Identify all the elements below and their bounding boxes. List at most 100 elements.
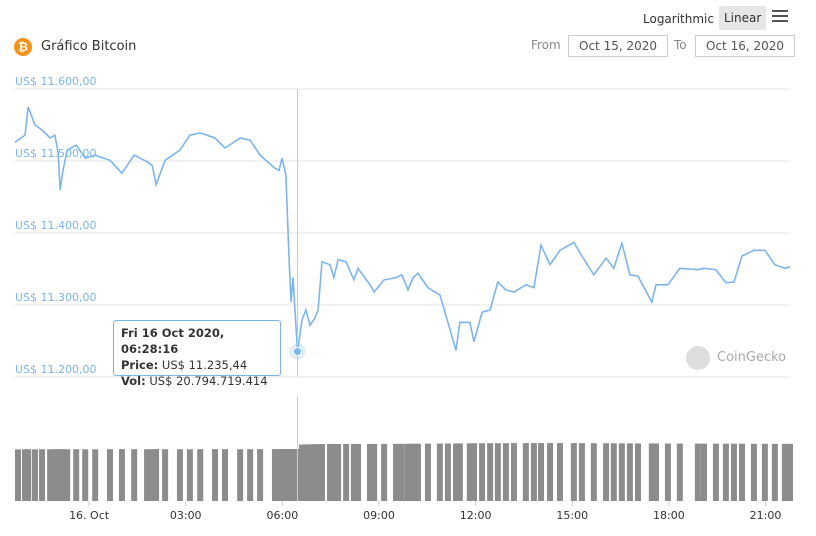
volume-bar	[479, 443, 486, 501]
volume-bar	[279, 449, 286, 501]
volume-bar	[47, 449, 54, 501]
volume-bar	[424, 443, 431, 501]
volume-bar	[31, 449, 38, 501]
volume-bar	[73, 449, 80, 501]
volume-bar	[271, 449, 278, 501]
volume-bar	[107, 449, 114, 501]
volume-bar	[771, 443, 778, 501]
volume-bar	[307, 444, 314, 501]
volume-bar	[212, 449, 219, 501]
volume-bar	[634, 443, 641, 501]
volume-bar	[302, 444, 309, 501]
volume-bar	[59, 449, 66, 501]
hover-point	[292, 346, 302, 356]
volume-bar	[186, 449, 193, 501]
volume-bar	[153, 449, 160, 501]
volume-bar	[371, 443, 378, 501]
volume-bar	[289, 449, 296, 501]
tooltip: Fri 16 Oct 2020, 06:28:16 Price: US$ 11.…	[113, 320, 281, 388]
volume-bar	[653, 443, 659, 501]
volume-bar	[664, 443, 671, 501]
volume-bar	[247, 449, 254, 501]
volume-bar	[257, 449, 264, 501]
volume-bar	[162, 449, 169, 501]
volume-bar	[781, 443, 788, 501]
y-tick-label: US$ 11.400,00	[15, 219, 97, 232]
volume-bar	[64, 449, 71, 501]
volume-bar	[355, 443, 362, 501]
volume-bar	[557, 443, 564, 501]
volume-bar	[118, 449, 125, 501]
volume-bar	[131, 449, 138, 501]
volume-bar	[502, 443, 509, 501]
volume-bar	[149, 449, 156, 501]
volume-bar	[648, 443, 655, 501]
volume-bar	[676, 443, 683, 501]
x-tick-label: 18:00	[653, 509, 685, 522]
volume-bar	[176, 449, 183, 501]
tooltip-price-label: Price:	[121, 358, 159, 372]
x-tick-label: 21:00	[750, 509, 782, 522]
x-tick-label: 03:00	[170, 509, 202, 522]
y-tick-label: US$ 11.200,00	[15, 363, 97, 376]
volume-bar	[92, 449, 99, 501]
volume-bar	[299, 444, 305, 501]
volume-bar	[626, 443, 633, 501]
tooltip-price: US$ 11.235,44	[161, 358, 248, 372]
bitcoin-icon: ₿	[14, 38, 32, 56]
volume-bar	[39, 449, 46, 501]
volume-bar	[315, 444, 322, 501]
tooltip-vol-row: Vol: US$ 20.794.719.414	[121, 373, 273, 389]
volume-bar	[222, 449, 229, 501]
volume-bar	[530, 443, 537, 501]
volume-bar	[452, 443, 459, 501]
x-tick-label: 15:00	[556, 509, 588, 522]
volume-bar	[237, 449, 244, 501]
watermark: CoinGecko	[717, 350, 787, 365]
date-to[interactable]: Oct 16, 2020	[695, 35, 795, 57]
volume-bar	[570, 443, 577, 501]
volume-bar	[436, 443, 443, 501]
volume-bar	[311, 444, 318, 501]
x-tick-label: 09:00	[363, 509, 395, 522]
volume-bar	[335, 443, 342, 501]
volume-bar	[393, 443, 400, 501]
volume-bar	[350, 443, 357, 501]
volume-bar	[197, 449, 204, 501]
volume-bar	[712, 443, 719, 501]
chart-title: Gráfico Bitcoin	[41, 39, 137, 54]
volume-bar	[618, 443, 625, 501]
tooltip-date: Fri 16 Oct 2020, 06:28:16	[121, 326, 225, 356]
volume-bar	[739, 443, 746, 501]
x-tick-label: 16. Oct	[69, 509, 110, 522]
volume-bar	[21, 449, 28, 501]
volume-bar	[282, 449, 289, 501]
to-label: To	[674, 38, 687, 52]
tooltip-price-row: Price: US$ 11.235,44	[121, 357, 273, 373]
watermark-icon	[686, 346, 710, 370]
scale-option[interactable]: Linear	[719, 6, 767, 30]
volume-bar	[603, 443, 610, 501]
volume-bar	[25, 449, 32, 501]
menu-icon[interactable]	[772, 10, 788, 22]
volume-bar	[494, 443, 501, 501]
y-tick-label: US$ 11.500,00	[15, 147, 97, 160]
y-tick-label: US$ 11.600,00	[15, 75, 97, 88]
date-from[interactable]: Oct 15, 2020	[568, 35, 668, 57]
volume-bar	[381, 443, 388, 501]
volume-bar	[318, 444, 325, 501]
volume-bar	[538, 443, 545, 501]
from-label: From	[531, 38, 561, 52]
tooltip-vol: US$ 20.794.719.414	[149, 374, 268, 388]
volume-bar	[487, 443, 494, 501]
volume-bar	[694, 443, 701, 501]
volume-bar	[590, 443, 597, 501]
y-tick-label: US$ 11.300,00	[15, 291, 97, 304]
volume-bar	[547, 443, 554, 501]
scale-option[interactable]: Logarithmic	[643, 12, 714, 26]
price-line	[14, 106, 791, 352]
volume-bar	[15, 449, 21, 501]
volume-bar	[343, 444, 350, 501]
